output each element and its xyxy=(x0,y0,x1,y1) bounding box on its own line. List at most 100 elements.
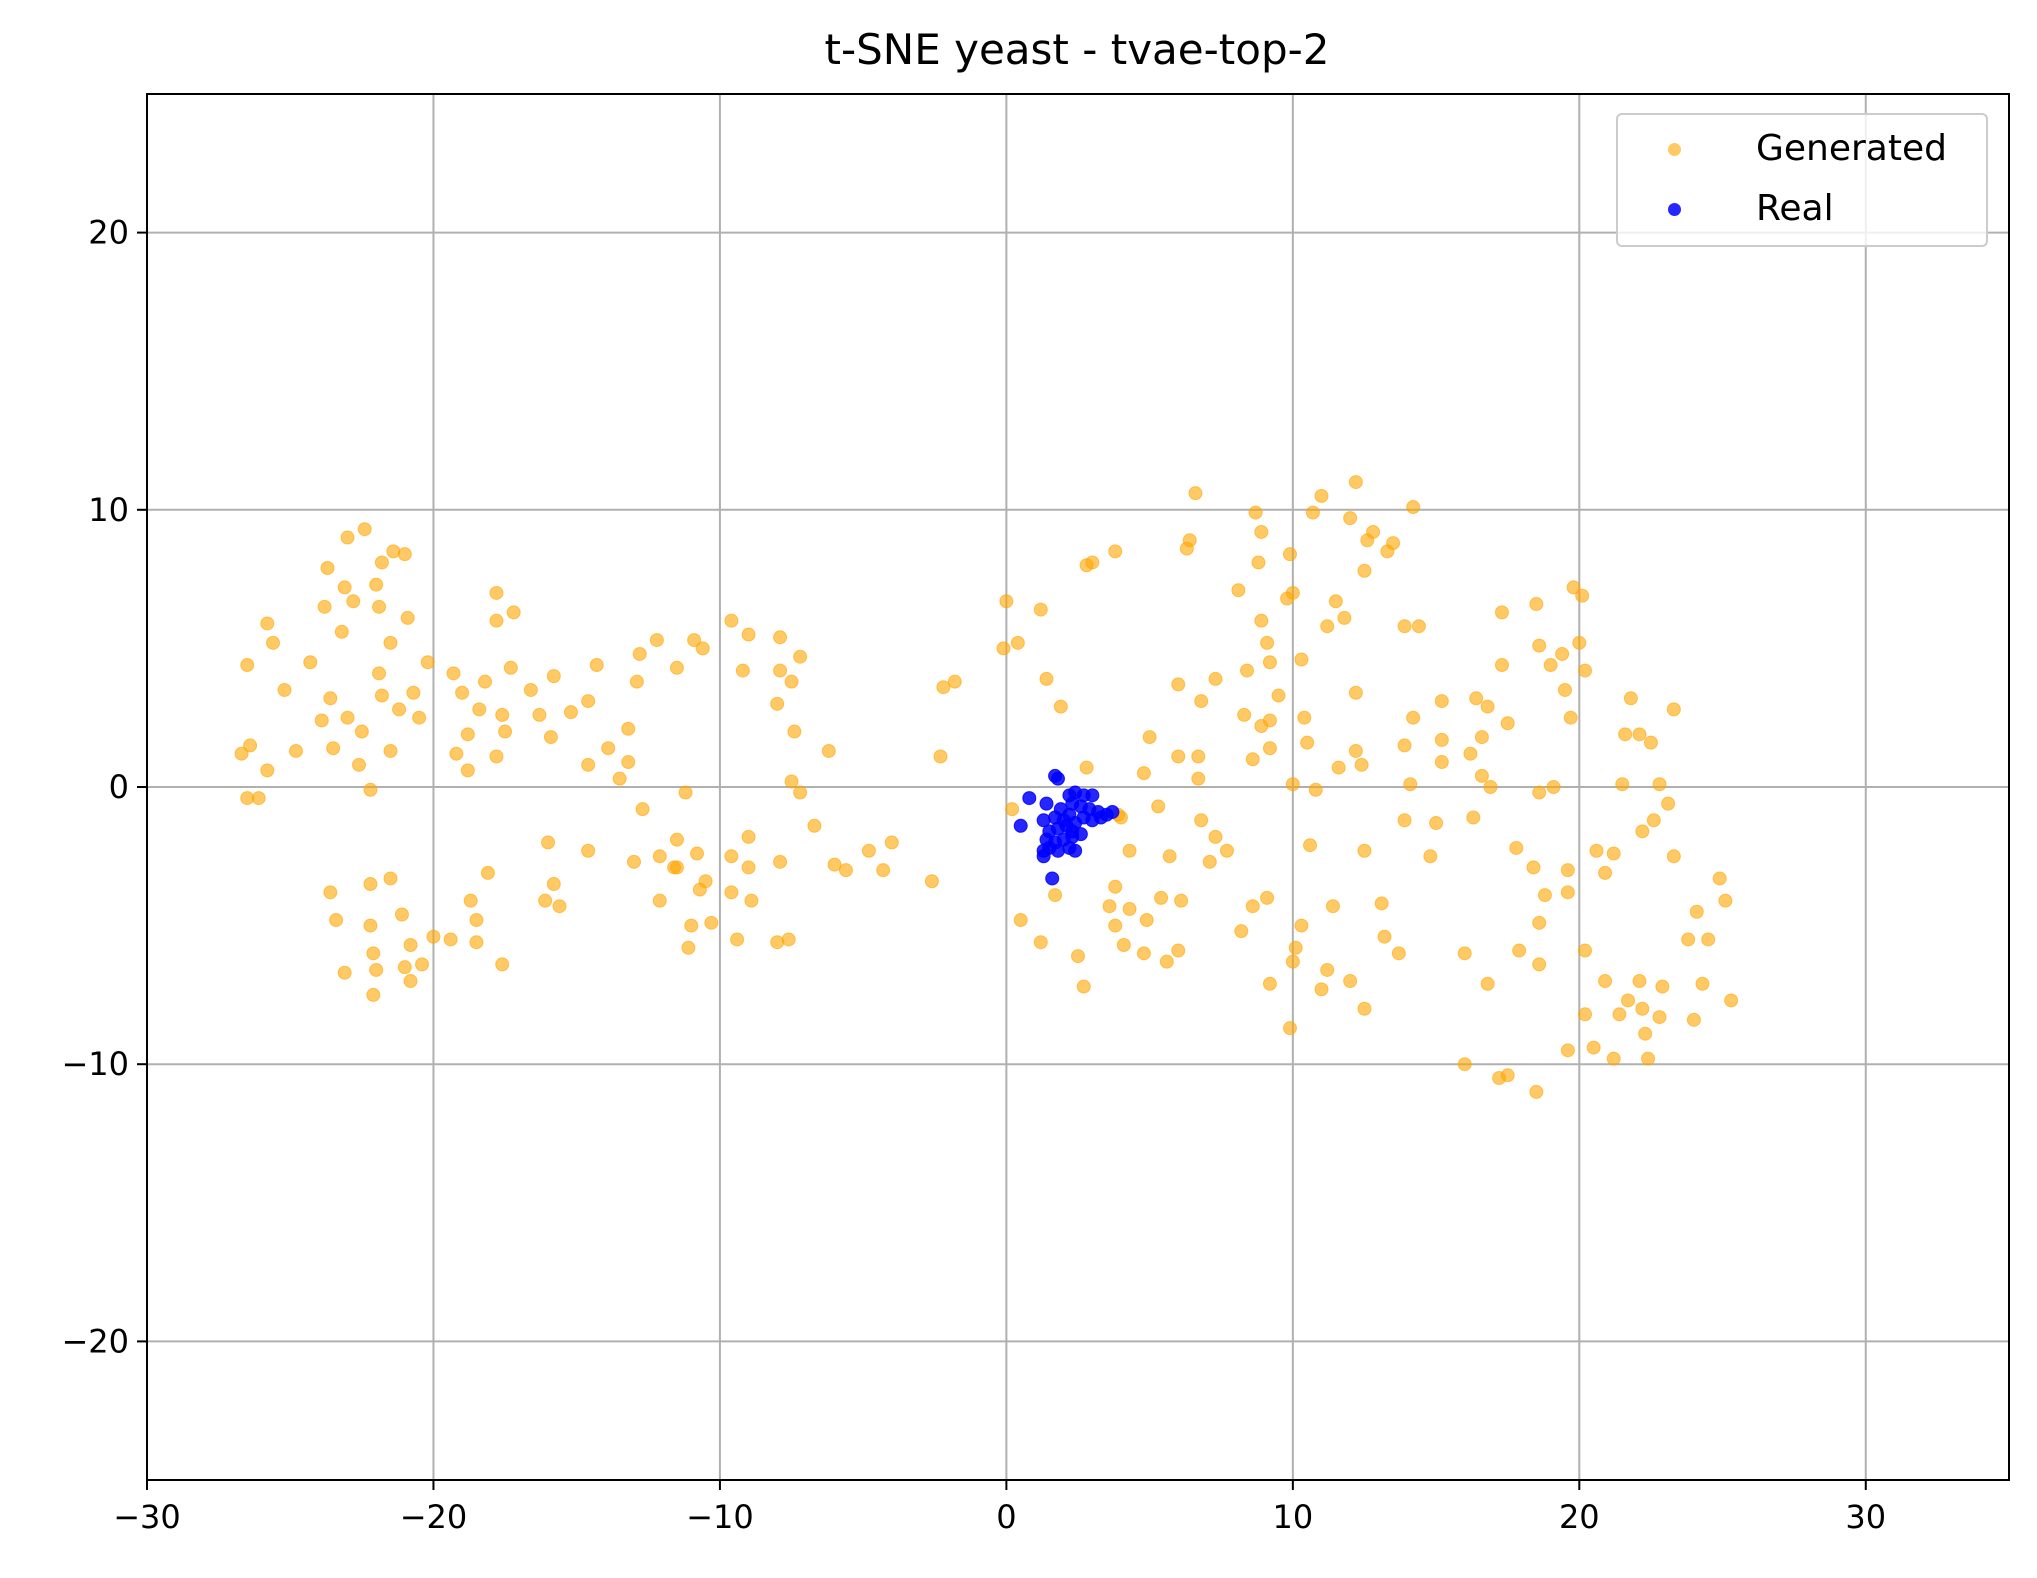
point-real xyxy=(1022,791,1037,806)
point-generated xyxy=(489,749,504,764)
point-generated xyxy=(1282,1021,1297,1036)
point-generated xyxy=(1234,924,1249,939)
legend-marker-real xyxy=(1668,203,1681,216)
point-generated xyxy=(735,663,750,678)
point-generated xyxy=(724,885,739,900)
point-generated xyxy=(372,666,387,681)
point-generated xyxy=(495,957,510,972)
point-generated xyxy=(1285,777,1300,792)
point-generated xyxy=(1231,583,1246,598)
point-generated xyxy=(374,555,389,570)
point-generated xyxy=(1526,860,1541,875)
point-generated xyxy=(996,641,1011,656)
point-generated xyxy=(1182,533,1197,548)
point-generated xyxy=(1555,646,1570,661)
point-generated xyxy=(1194,694,1209,709)
point-generated xyxy=(1463,746,1478,761)
point-generated xyxy=(1615,777,1630,792)
point-generated xyxy=(1151,799,1166,814)
point-generated xyxy=(669,660,684,675)
point-generated xyxy=(681,940,696,955)
point-generated xyxy=(652,849,667,864)
x-tick-label: −30 xyxy=(113,1498,181,1536)
point-generated xyxy=(649,633,664,648)
point-generated xyxy=(793,649,808,664)
point-generated xyxy=(552,899,567,914)
point-generated xyxy=(1039,671,1054,686)
point-generated xyxy=(1397,619,1412,634)
point-generated xyxy=(472,702,487,717)
point-generated xyxy=(1245,752,1260,767)
point-generated xyxy=(1661,796,1676,811)
point-generated xyxy=(1048,888,1063,903)
point-generated xyxy=(1689,904,1704,919)
point-generated xyxy=(1403,777,1418,792)
point-generated xyxy=(1208,829,1223,844)
point-generated xyxy=(1532,785,1547,800)
point-generated xyxy=(773,854,788,869)
point-generated xyxy=(1411,619,1426,634)
legend: Generated Real xyxy=(1616,113,1988,247)
point-generated xyxy=(787,724,802,739)
point-generated xyxy=(1532,957,1547,972)
point-generated xyxy=(363,918,378,933)
point-generated xyxy=(1366,524,1381,539)
point-generated xyxy=(406,685,421,700)
point-generated xyxy=(1303,838,1318,853)
point-generated xyxy=(1102,899,1117,914)
point-generated xyxy=(538,893,553,908)
point-generated xyxy=(784,674,799,689)
point-generated xyxy=(303,655,318,670)
point-generated xyxy=(687,633,702,648)
point-generated xyxy=(581,843,596,858)
point-generated xyxy=(366,946,381,961)
point-generated xyxy=(1532,915,1547,930)
point-generated xyxy=(1374,896,1389,911)
point-generated xyxy=(374,688,389,703)
point-generated xyxy=(669,860,684,875)
point-generated xyxy=(1641,1051,1656,1066)
point-generated xyxy=(1122,901,1137,916)
point-generated xyxy=(652,893,667,908)
point-generated xyxy=(1646,813,1661,828)
point-generated xyxy=(397,547,412,562)
point-generated xyxy=(1546,780,1561,794)
point-generated xyxy=(1314,982,1329,997)
point-generated xyxy=(1348,743,1363,758)
point-generated xyxy=(1320,962,1335,977)
point-generated xyxy=(635,802,650,817)
legend-label-real: Real xyxy=(1756,188,1834,229)
point-generated xyxy=(684,918,699,933)
point-generated xyxy=(1033,935,1048,950)
point-real xyxy=(1039,796,1054,811)
point-generated xyxy=(320,561,335,576)
point-generated xyxy=(1357,1001,1372,1016)
point-generated xyxy=(1142,730,1157,745)
point-generated xyxy=(1343,511,1358,526)
point-generated xyxy=(1457,1057,1472,1072)
point-generated xyxy=(589,658,604,673)
point-generated xyxy=(1271,688,1286,703)
point-generated xyxy=(1219,843,1234,858)
point-generated xyxy=(1386,536,1401,551)
point-generated xyxy=(541,835,556,850)
point-generated xyxy=(449,746,464,761)
point-generated xyxy=(1397,738,1412,753)
point-generated xyxy=(1655,979,1670,994)
point-generated xyxy=(704,915,719,930)
point-generated xyxy=(266,635,281,650)
point-generated xyxy=(741,860,756,875)
point-generated xyxy=(678,785,693,800)
point-generated xyxy=(372,599,387,614)
point-generated xyxy=(1262,741,1277,756)
point-generated xyxy=(1240,663,1255,678)
point-real xyxy=(1013,818,1028,833)
point-generated xyxy=(1434,732,1449,747)
point-generated xyxy=(1560,863,1575,878)
point-generated xyxy=(1563,710,1578,725)
point-generated xyxy=(383,871,398,886)
point-generated xyxy=(1572,635,1587,650)
point-generated xyxy=(392,702,407,717)
point-generated xyxy=(626,854,641,869)
